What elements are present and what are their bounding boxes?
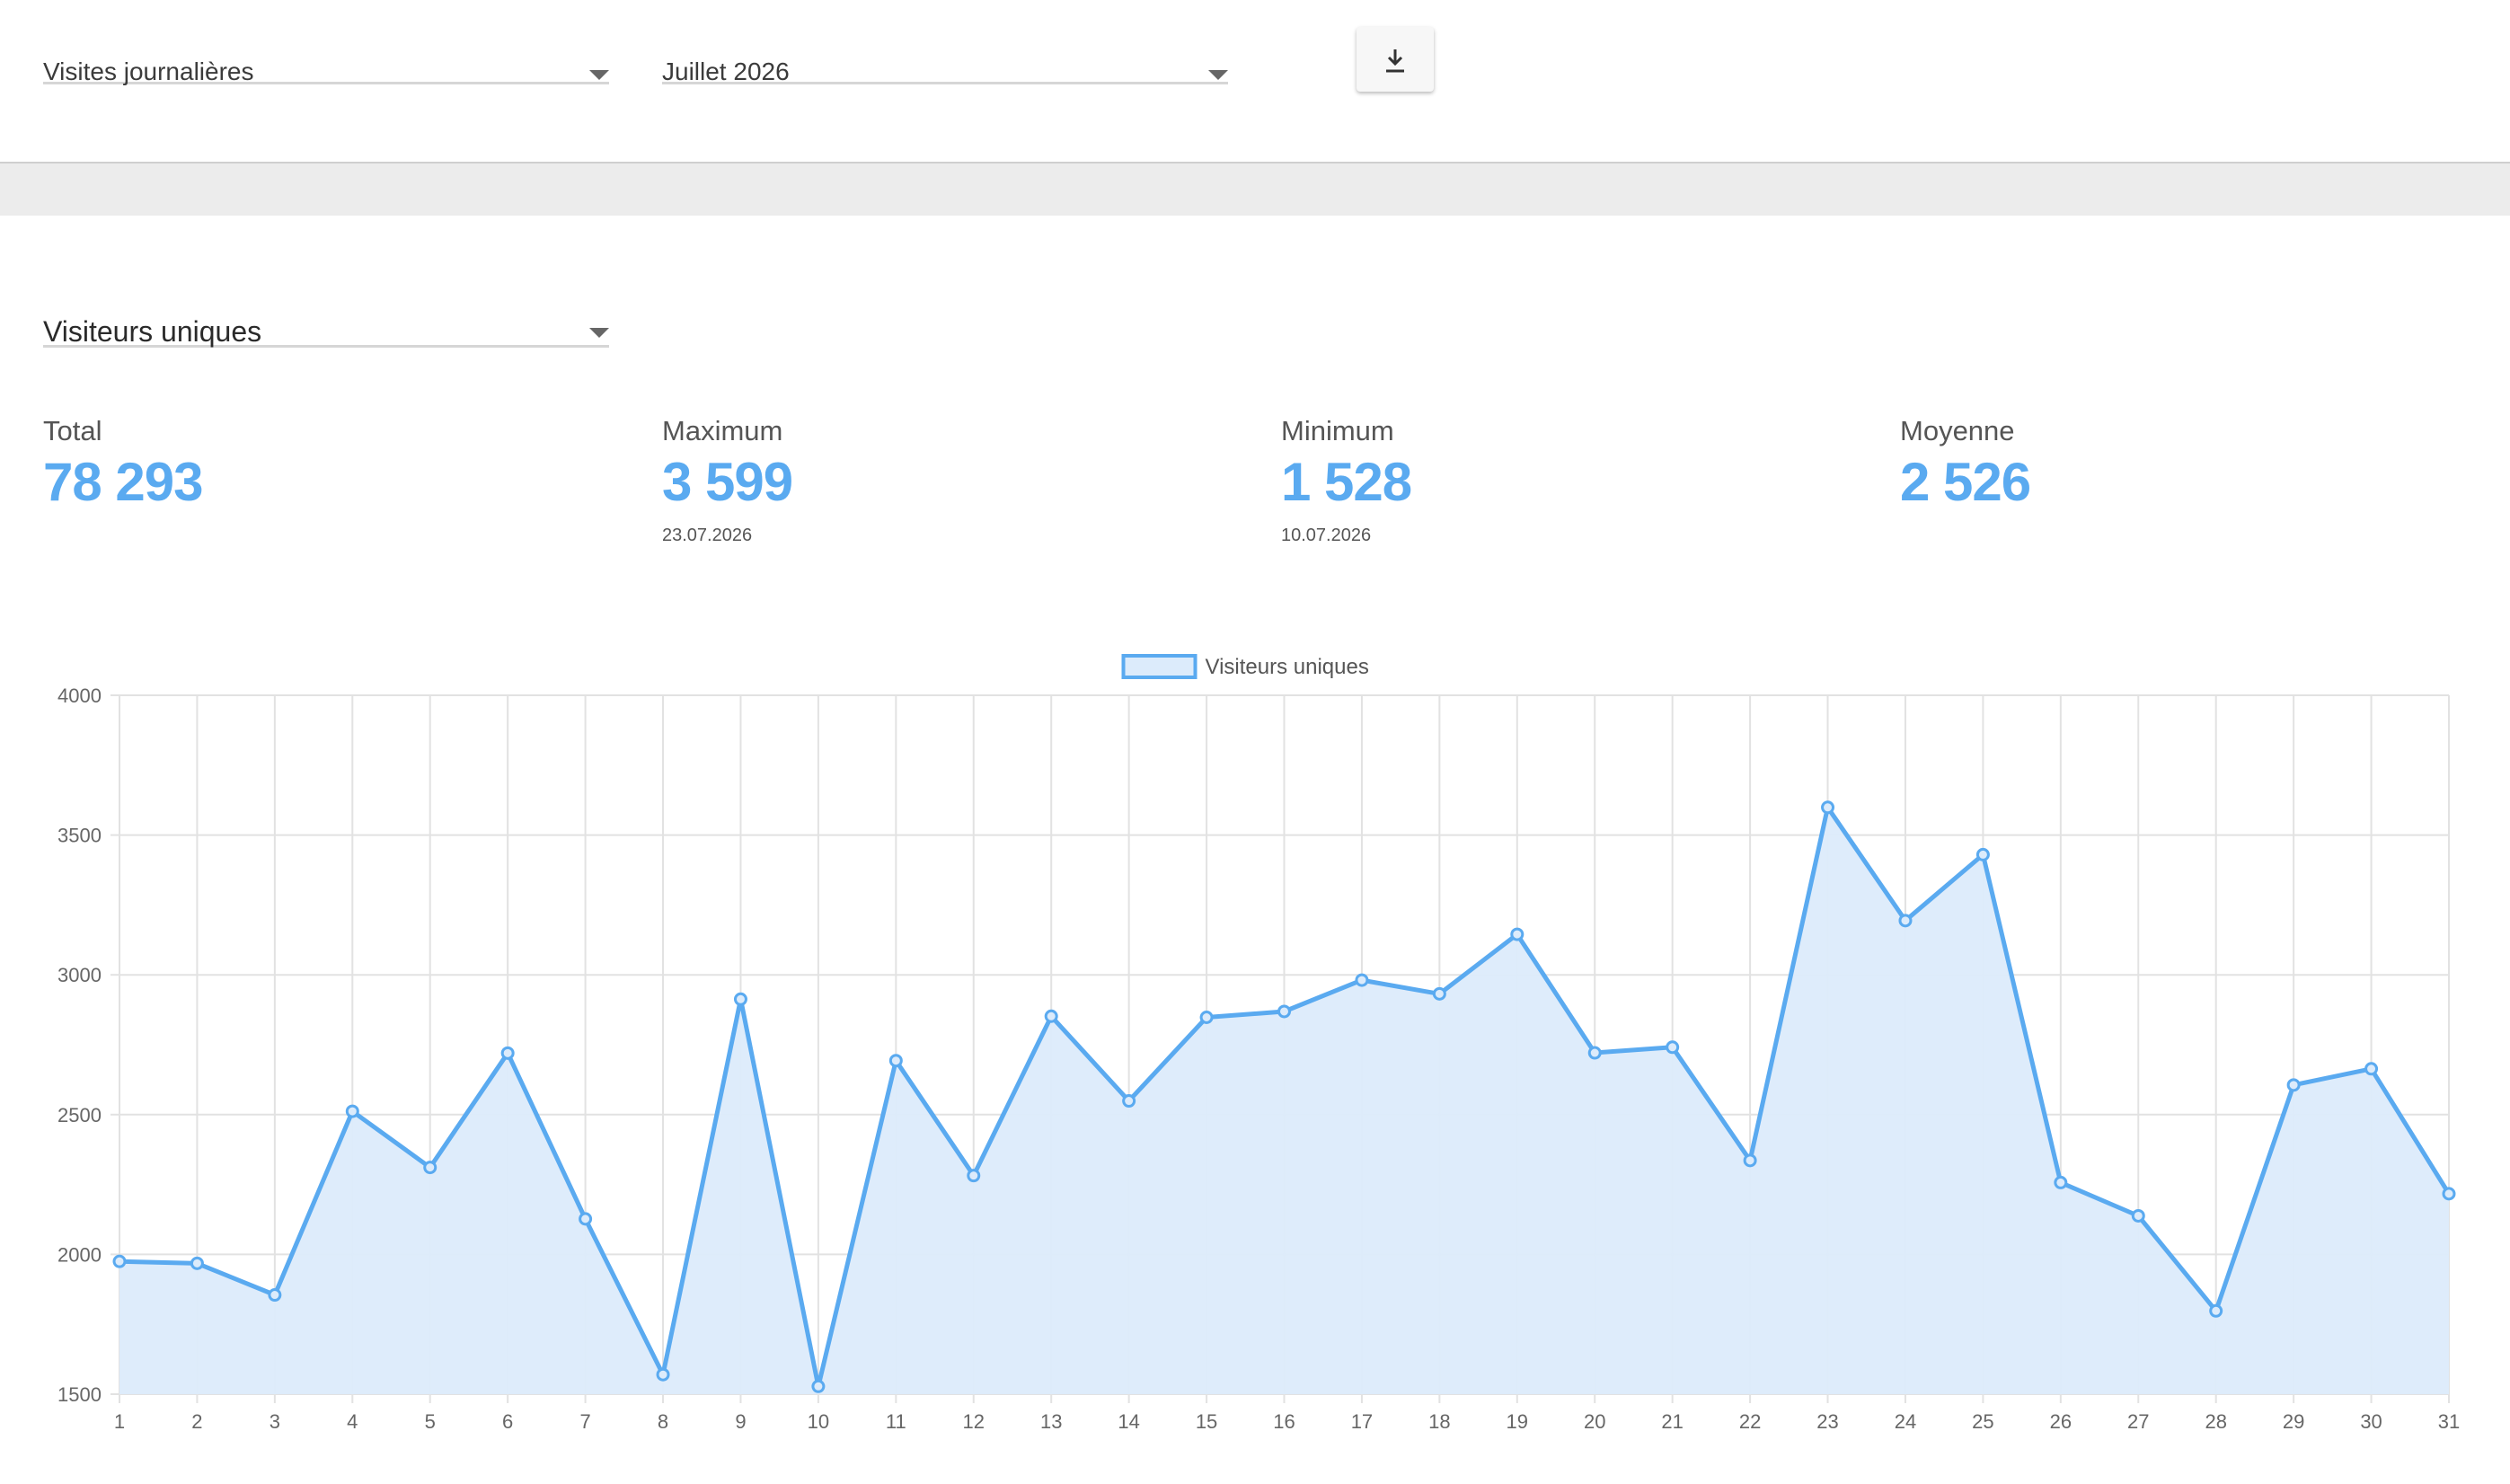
data-point[interactable] <box>2442 1187 2456 1201</box>
y-tick-label: 3000 <box>57 964 102 986</box>
x-tick-label: 4 <box>347 1410 358 1433</box>
data-point[interactable] <box>2209 1303 2223 1318</box>
data-point[interactable] <box>1821 800 1835 815</box>
data-point[interactable] <box>1510 927 1525 941</box>
data-point[interactable] <box>1277 1004 1291 1019</box>
chevron-down-icon <box>589 70 609 80</box>
x-tick-label: 25 <box>1972 1410 1993 1433</box>
metric-select[interactable]: Visiteurs uniques <box>43 285 609 348</box>
toolbar-divider <box>0 162 2510 216</box>
stat-average-label: Moyenne <box>1900 415 2015 446</box>
visit-mode-select[interactable]: Visites journalières <box>43 22 609 84</box>
stat-minimum: Minimum 1 528 10.07.2026 <box>1281 415 1820 546</box>
x-tick-label: 9 <box>735 1410 746 1433</box>
x-tick-label: 29 <box>2283 1410 2304 1433</box>
data-point[interactable] <box>112 1254 127 1268</box>
legend-swatch <box>1121 654 1198 679</box>
x-tick-label: 2 <box>191 1410 202 1433</box>
x-tick-label: 12 <box>963 1410 985 1433</box>
data-point[interactable] <box>733 992 747 1006</box>
data-point[interactable] <box>656 1367 670 1382</box>
data-point[interactable] <box>1355 973 1369 987</box>
y-tick-label: 1500 <box>57 1383 102 1406</box>
stat-maximum: Maximum 3 599 23.07.2026 <box>662 415 1201 546</box>
x-tick-label: 23 <box>1816 1410 1838 1433</box>
chart-legend: Visiteurs uniques <box>1121 654 1369 679</box>
data-point[interactable] <box>345 1104 359 1118</box>
stat-total-label: Total <box>43 415 102 446</box>
download-button[interactable] <box>1357 27 1434 92</box>
x-tick-label: 17 <box>1351 1410 1373 1433</box>
data-point[interactable] <box>1666 1040 1680 1055</box>
y-tick-label: 2500 <box>57 1104 102 1126</box>
x-tick-label: 8 <box>658 1410 668 1433</box>
visit-mode-value: Visites journalières <box>43 57 254 85</box>
stat-minimum-date: 10.07.2026 <box>1281 526 1372 545</box>
x-tick-label: 20 <box>1584 1410 1605 1433</box>
stat-average: Moyenne 2 526 <box>1900 415 2439 514</box>
data-point[interactable] <box>190 1256 204 1270</box>
x-tick-label: 3 <box>270 1410 280 1433</box>
data-point[interactable] <box>423 1161 437 1175</box>
data-point[interactable] <box>1898 914 1913 928</box>
x-tick-label: 15 <box>1196 1410 1217 1433</box>
stat-minimum-label: Minimum <box>1281 415 1394 446</box>
x-tick-label: 28 <box>2205 1410 2226 1433</box>
y-tick-label: 3500 <box>57 825 102 847</box>
x-tick-label: 13 <box>1040 1410 1062 1433</box>
legend-label: Visiteurs uniques <box>1206 655 1369 679</box>
data-point[interactable] <box>811 1379 826 1393</box>
chevron-down-icon <box>1208 70 1228 80</box>
y-tick-label: 2000 <box>57 1243 102 1266</box>
data-point[interactable] <box>2364 1062 2379 1076</box>
x-tick-label: 11 <box>886 1410 906 1433</box>
data-point[interactable] <box>1587 1046 1602 1060</box>
x-tick-label: 1 <box>114 1410 125 1433</box>
stat-average-value: 2 526 <box>1900 452 2031 512</box>
x-tick-label: 5 <box>425 1410 436 1433</box>
data-point[interactable] <box>2054 1175 2068 1189</box>
x-tick-label: 21 <box>1661 1410 1683 1433</box>
x-tick-label: 22 <box>1739 1410 1761 1433</box>
series-area <box>119 807 2449 1394</box>
data-point[interactable] <box>1122 1094 1136 1109</box>
data-point[interactable] <box>2286 1078 2301 1092</box>
chevron-down-icon <box>589 328 609 338</box>
data-point[interactable] <box>1044 1009 1058 1023</box>
x-tick-label: 31 <box>2438 1410 2460 1433</box>
x-tick-label: 30 <box>2360 1410 2382 1433</box>
data-point[interactable] <box>888 1054 903 1068</box>
data-point[interactable] <box>500 1046 515 1060</box>
data-point[interactable] <box>1743 1153 1757 1168</box>
data-point[interactable] <box>1975 847 1990 861</box>
data-point[interactable] <box>967 1169 981 1183</box>
data-point[interactable] <box>1199 1011 1214 1025</box>
x-tick-label: 19 <box>1507 1410 1528 1433</box>
x-tick-label: 24 <box>1895 1410 1916 1433</box>
data-point[interactable] <box>579 1212 593 1226</box>
y-tick-label: 4000 <box>57 685 102 707</box>
x-tick-label: 18 <box>1428 1410 1450 1433</box>
x-tick-label: 27 <box>2127 1410 2149 1433</box>
x-tick-label: 10 <box>808 1410 829 1433</box>
x-tick-label: 6 <box>502 1410 513 1433</box>
stat-maximum-value: 3 599 <box>662 452 793 512</box>
stat-maximum-date: 23.07.2026 <box>662 526 753 545</box>
x-tick-label: 14 <box>1118 1410 1139 1433</box>
data-point[interactable] <box>2131 1208 2145 1223</box>
stat-maximum-label: Maximum <box>662 415 783 446</box>
month-value: Juillet 2026 <box>662 57 790 85</box>
x-tick-label: 26 <box>2050 1410 2072 1433</box>
download-icon <box>1386 49 1404 73</box>
x-tick-label: 16 <box>1273 1410 1295 1433</box>
x-tick-label: 7 <box>579 1410 590 1433</box>
stat-total: Total 78 293 <box>43 415 582 514</box>
month-select[interactable]: Juillet 2026 <box>662 22 1228 84</box>
stat-minimum-value: 1 528 <box>1281 452 1412 512</box>
stat-total-value: 78 293 <box>43 452 204 512</box>
data-point[interactable] <box>1432 986 1446 1001</box>
data-point[interactable] <box>268 1288 282 1303</box>
metric-value: Visiteurs uniques <box>43 315 262 348</box>
